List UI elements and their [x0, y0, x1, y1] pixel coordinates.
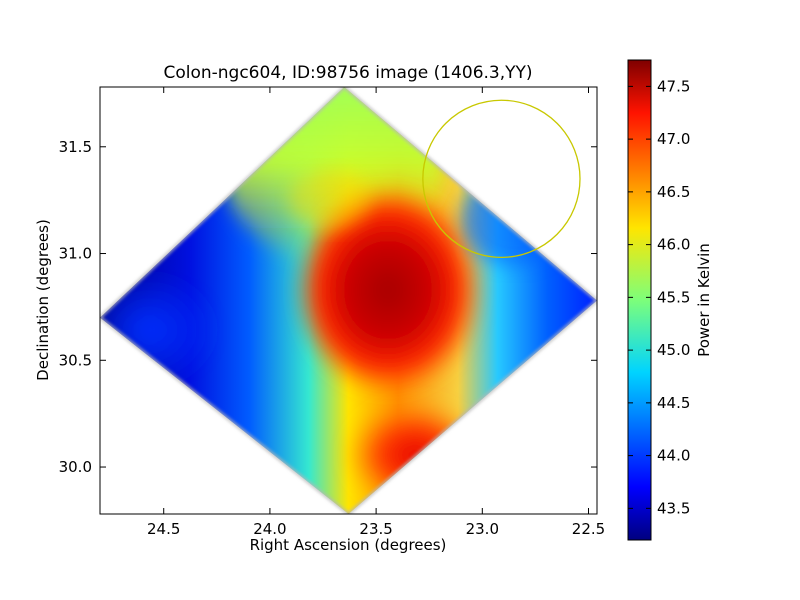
colorbar-label: Power in Kelvin: [695, 243, 713, 357]
colorbar-ticks: 43.5 44.0 44.5 45.0 45.5 46.0 46.5 47.0 47.5: [628, 77, 690, 517]
x-tick-label: 23.0: [466, 520, 499, 538]
colorbar-tick-label: 46.5: [657, 183, 690, 201]
colorbar-tick-label: 47.0: [657, 130, 690, 148]
colorbar-tick-label: 44.5: [657, 394, 690, 412]
y-axis-ticks: 30.0 30.5 31.0 31.5: [59, 138, 597, 476]
heatmap-image: [100, 87, 597, 514]
colorbar-tick-label: 43.5: [657, 499, 690, 517]
x-axis-ticks: 24.5 24.0 23.5 23.0 22.5: [147, 87, 605, 538]
colorbar: 43.5 44.0 44.5 45.0 45.5 46.0 46.5 47.0 47.5 Pow…: [627, 59, 713, 541]
chart-title: Colon-ngc604, ID:98756 image (1406.3,YY): [163, 63, 532, 83]
y-axis-label: Declination (degrees): [34, 219, 52, 381]
y-tick-label: 30.0: [59, 458, 92, 476]
annotation-circle: [422, 99, 581, 259]
map-footprint: [100, 87, 597, 514]
colorbar-tick-label: 47.5: [657, 77, 690, 95]
colorbar-gradient: [627, 59, 652, 541]
colorbar-tick-label: 46.0: [657, 236, 690, 254]
x-tick-label: 23.5: [359, 520, 392, 538]
x-tick-label: 22.5: [572, 520, 605, 538]
y-tick-label: 31.0: [59, 245, 92, 263]
x-axis-label: Right Ascension (degrees): [250, 536, 447, 554]
colorbar-tick-label: 44.0: [657, 447, 690, 465]
colorbar-tick-label: 45.0: [657, 341, 690, 359]
axes-frame: [99, 86, 598, 515]
x-tick-label: 24.0: [253, 520, 286, 538]
colorbar-tick-label: 45.5: [657, 288, 690, 306]
x-tick-label: 24.5: [147, 520, 180, 538]
y-tick-label: 31.5: [59, 138, 92, 156]
y-tick-label: 30.5: [59, 351, 92, 369]
